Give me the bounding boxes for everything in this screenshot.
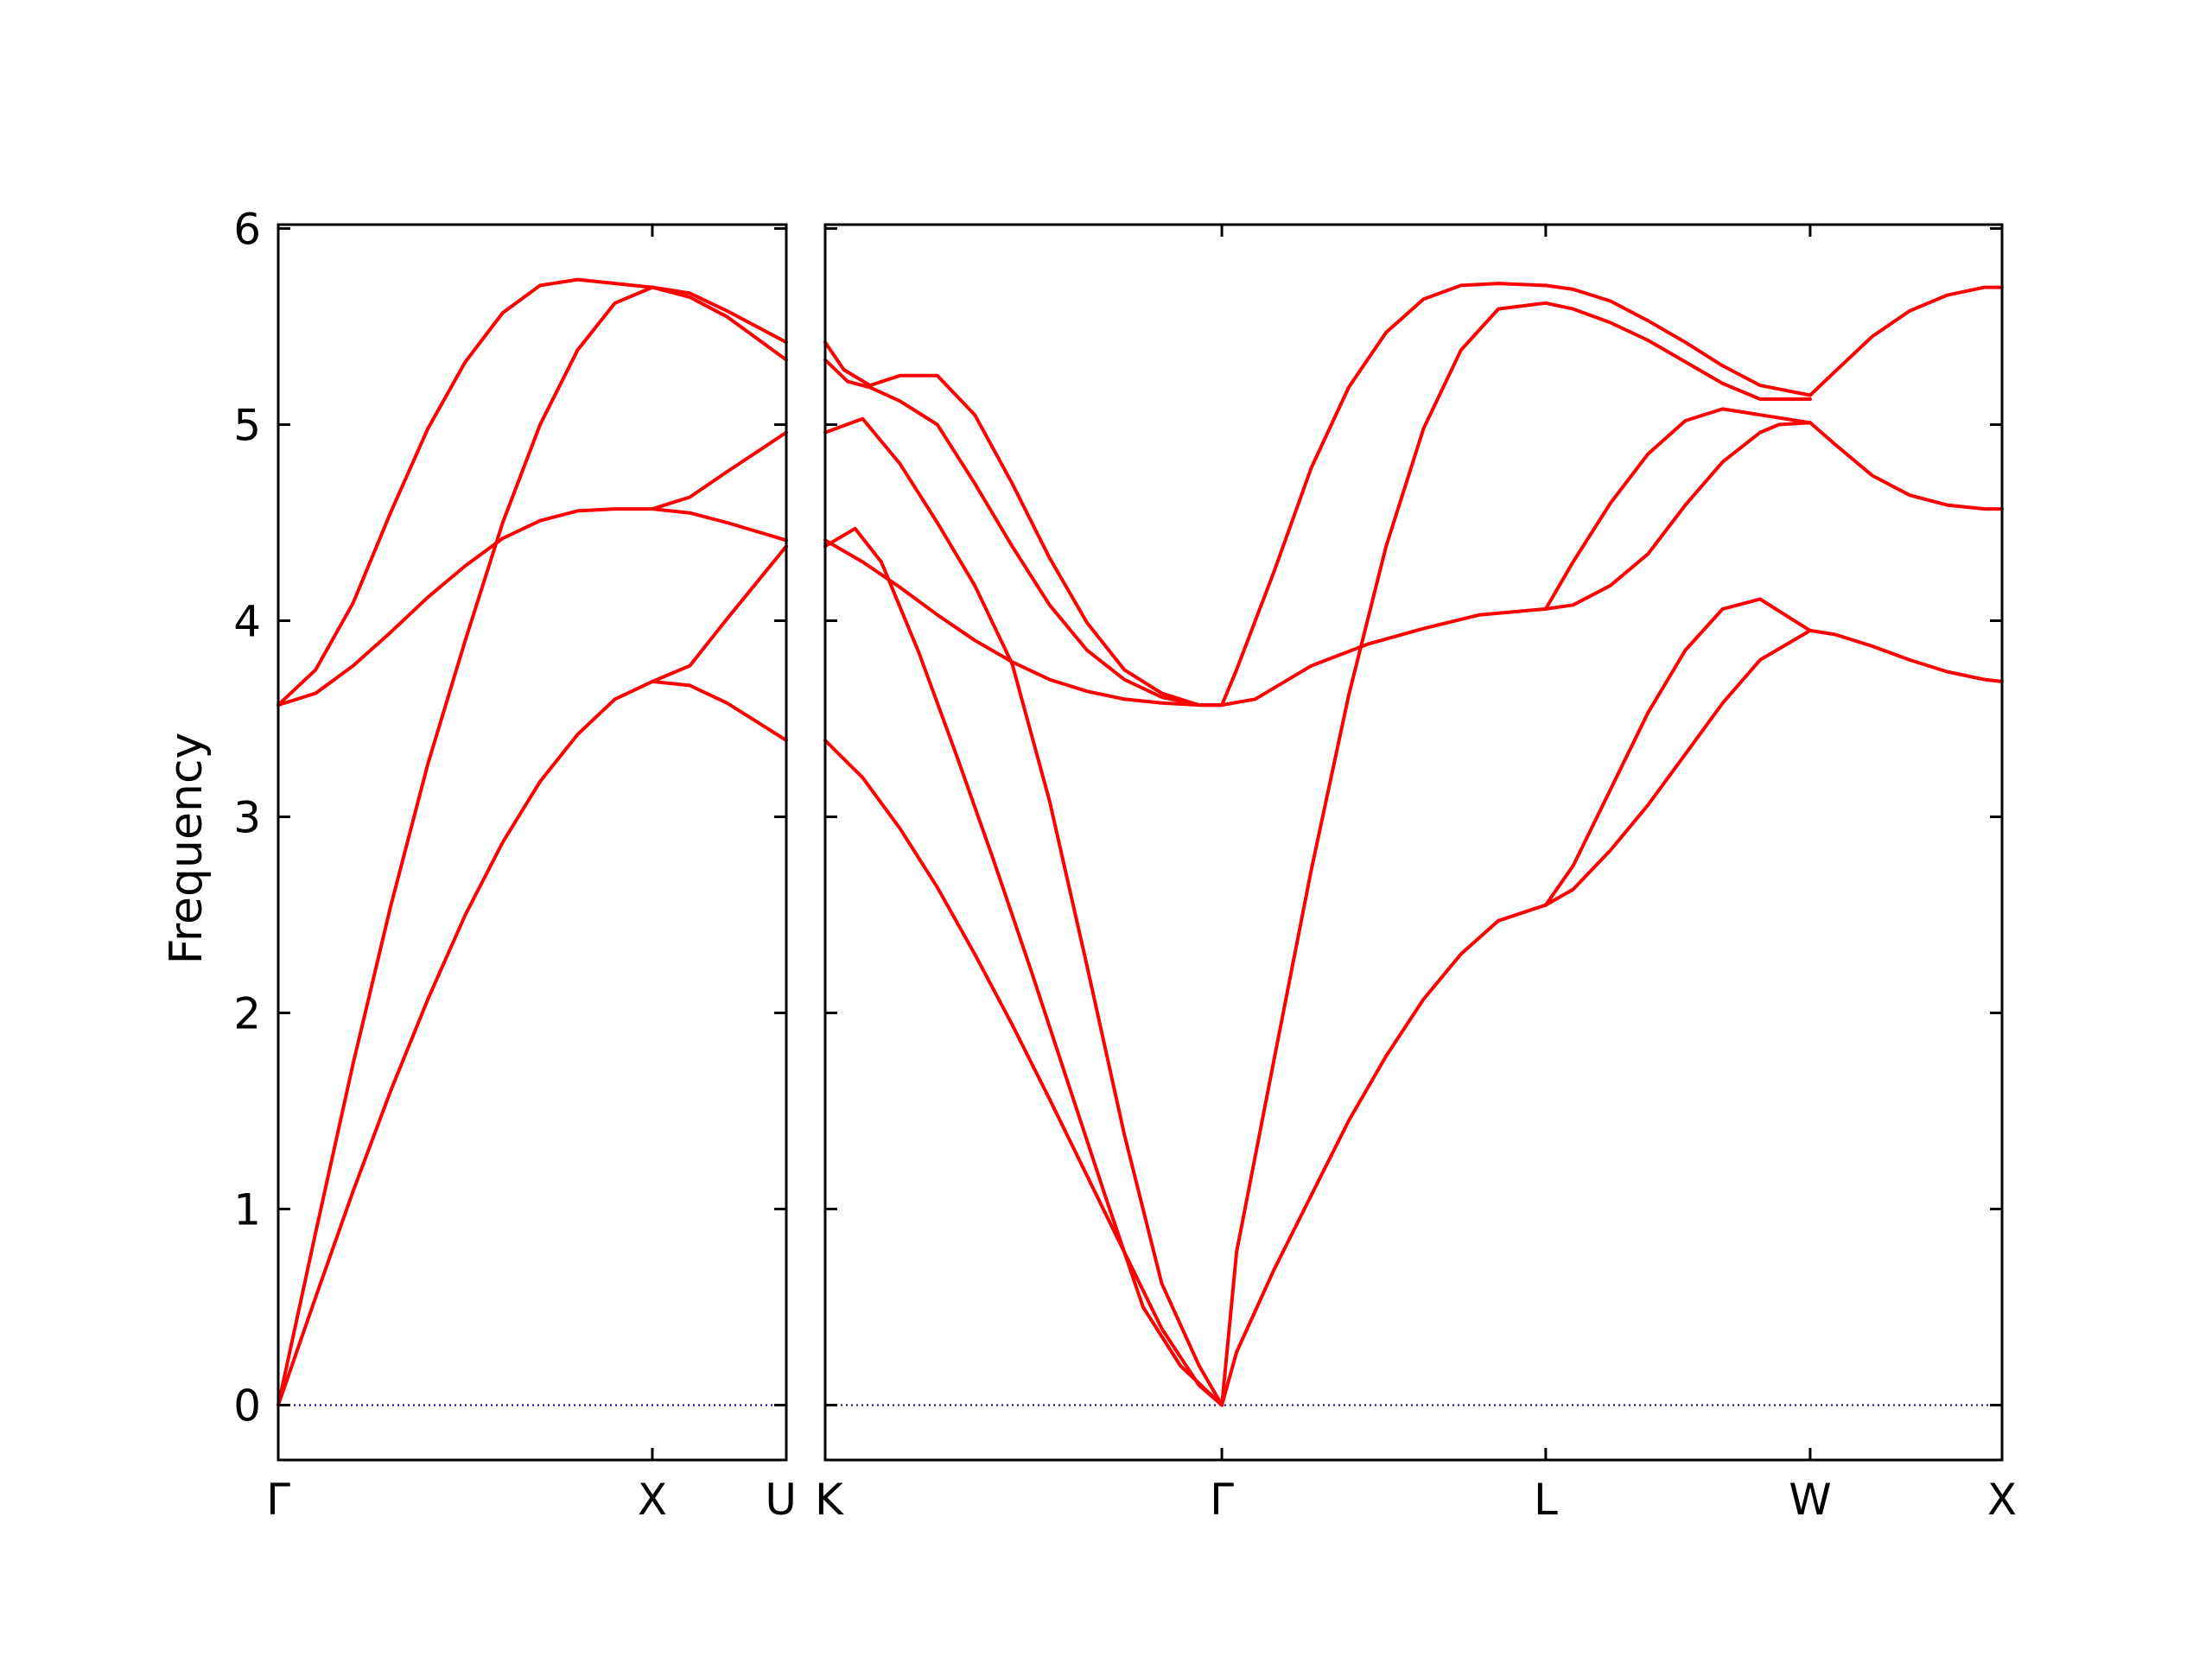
band-line-right-18 — [1808, 421, 2004, 511]
x-tick-label-right: K — [815, 1475, 844, 1525]
band-line-left-6 — [651, 430, 788, 511]
y-tick-label: 5 — [233, 401, 261, 451]
band-line-right-10 — [1220, 282, 1548, 708]
band-line-right-8 — [1220, 301, 1548, 1407]
y-tick-label: 0 — [233, 1381, 261, 1431]
x-tick-label-right: X — [1987, 1475, 2017, 1525]
y-tick-label: 2 — [233, 988, 261, 1038]
band-line-left-2 — [276, 285, 788, 1407]
band-line-right-3 — [823, 416, 1224, 1407]
band-line-right-6 — [823, 340, 1224, 708]
band-line-left-3 — [276, 507, 788, 708]
band-line-right-12 — [1543, 628, 1812, 907]
band-line-right-15 — [1543, 301, 1812, 401]
band-line-right-7 — [1220, 903, 1548, 1407]
y-axis-label: Frequency — [161, 733, 213, 965]
y-tick-label: 4 — [233, 597, 261, 647]
x-tick-label-right: Γ — [1210, 1475, 1234, 1525]
band-line-right-5 — [823, 358, 1224, 708]
y-tick-label: 6 — [233, 205, 261, 255]
x-tick-label-right: W — [1789, 1475, 1831, 1525]
axes-frame-right — [823, 223, 2004, 1462]
axes-frame-left — [276, 223, 788, 1462]
x-tick-label-right: L — [1534, 1475, 1558, 1525]
band-line-right-17 — [1808, 628, 2004, 683]
x-tick-label-left: X — [638, 1475, 667, 1525]
band-line-right-4 — [823, 538, 1224, 708]
x-tick-label-left: U — [765, 1475, 797, 1525]
band-line-right-9 — [1220, 606, 1548, 708]
band-line-right-19 — [1808, 285, 2004, 397]
band-line-right-1 — [823, 739, 1224, 1407]
x-tick-label-left: Γ — [266, 1475, 290, 1525]
band-line-left-4 — [276, 277, 788, 708]
band-line-right-13 — [1543, 421, 1812, 611]
band-line-left-5 — [651, 544, 788, 683]
band-line-right-11 — [1543, 597, 1812, 907]
band-line-right-2 — [823, 526, 1224, 1407]
band-line-right-16 — [1543, 283, 1812, 397]
band-line-left-1 — [276, 679, 788, 1407]
y-tick-label: 1 — [233, 1184, 261, 1235]
band-line-right-14 — [1543, 407, 1812, 611]
y-tick-label: 3 — [233, 792, 261, 842]
